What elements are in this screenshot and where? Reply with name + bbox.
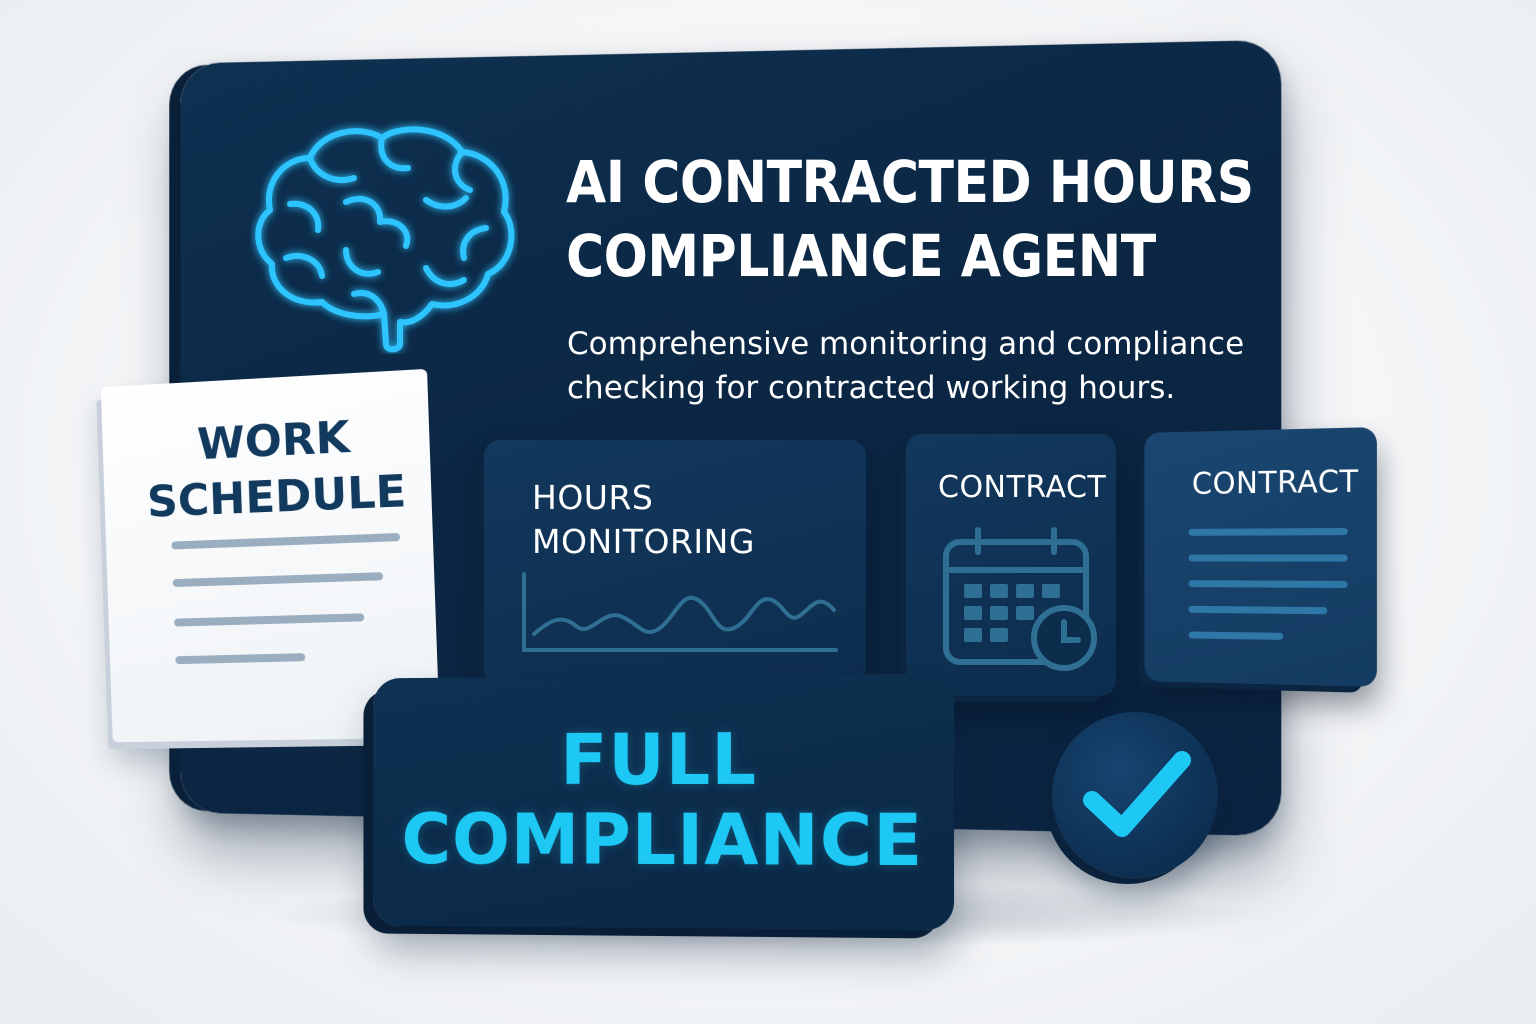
- contract-document-label: CONTRACT: [1191, 464, 1359, 502]
- hours-monitoring-card[interactable]: HOURS MONITORING: [484, 440, 866, 685]
- full-compliance-label: FULL COMPLIANCE: [373, 718, 954, 883]
- page-title: AI CONTRACTED HOURS COMPLIANCE AGENT: [566, 146, 1266, 294]
- compliance-line-2: COMPLIANCE: [401, 798, 924, 883]
- document-lines-icon: [169, 531, 413, 678]
- document-lines-icon: [1186, 525, 1354, 647]
- checkmark-icon: [1083, 751, 1191, 837]
- contract-calendar-label: CONTRACT: [938, 470, 1107, 505]
- full-compliance-status[interactable]: FULL COMPLIANCE: [373, 673, 955, 931]
- line-chart-icon: [522, 572, 838, 652]
- hours-label-line-1: HOURS: [532, 478, 654, 517]
- subtitle-line-1: Comprehensive monitoring and compliance: [567, 326, 1245, 362]
- title-line-2: COMPLIANCE AGENT: [566, 223, 1156, 291]
- work-schedule-line-2: SCHEDULE: [146, 465, 408, 528]
- hours-monitoring-label: HOURS MONITORING: [532, 476, 755, 564]
- calendar-clock-icon: [943, 527, 1097, 671]
- compliance-line-1: FULL: [560, 718, 758, 802]
- page-subtitle: Comprehensive monitoring and compliance …: [567, 322, 1247, 410]
- check-badge[interactable]: [1052, 712, 1218, 878]
- subtitle-line-2: checking for contracted working hours.: [567, 370, 1176, 406]
- contract-document-card[interactable]: CONTRACT: [1144, 427, 1377, 687]
- contract-calendar-card[interactable]: CONTRACT: [906, 434, 1116, 696]
- hours-label-line-2: MONITORING: [532, 522, 755, 561]
- work-schedule-title: WORK SCHEDULE: [131, 406, 422, 531]
- title-line-1: AI CONTRACTED HOURS: [566, 149, 1254, 217]
- brain-icon: [255, 126, 515, 353]
